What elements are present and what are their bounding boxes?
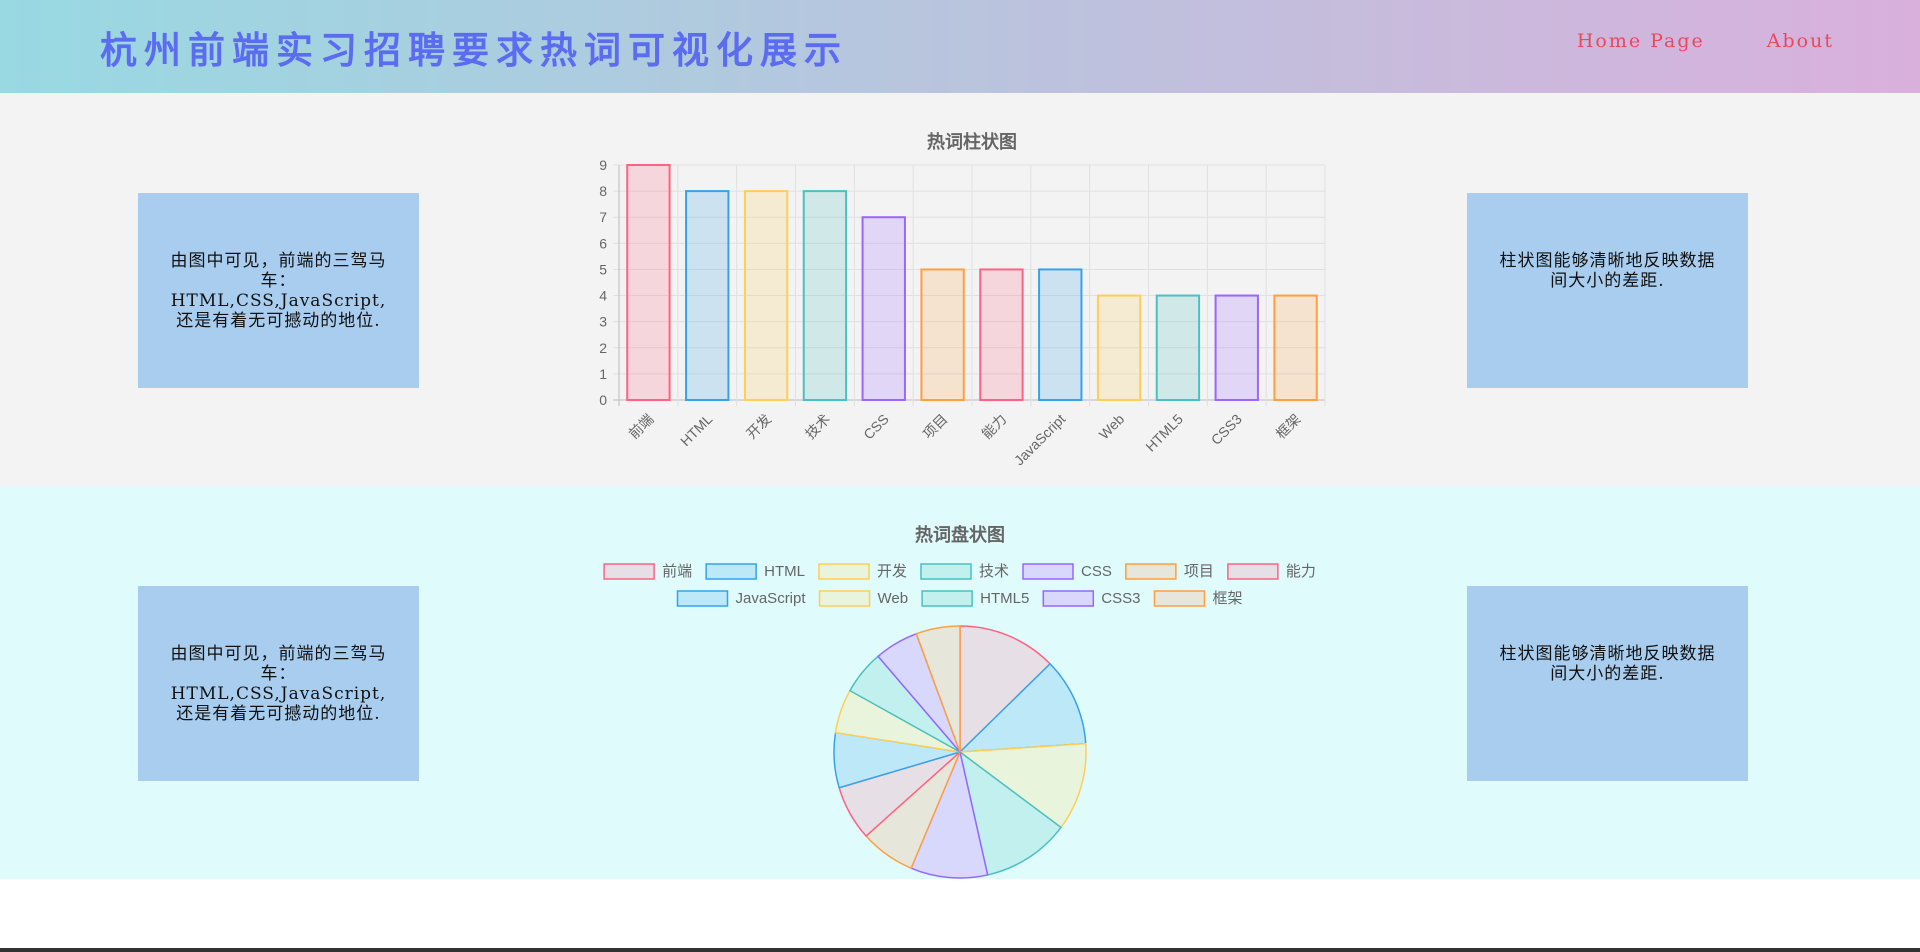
bar-y-tick-label: 7 (599, 209, 607, 225)
pie-left-note: 由图中可见，前端的三驾马车：HTML,CSS,JavaScript,还是有着无可… (138, 586, 419, 781)
bar (920, 268, 965, 401)
pie-legend-label: 前端 (662, 563, 692, 580)
pie-legend-swatch (676, 590, 729, 607)
bar (743, 190, 789, 401)
bar-chart-title: 热词柱状图 (927, 131, 1017, 152)
pie-legend-label: HTML5 (980, 590, 1029, 607)
pie-slice (959, 625, 1052, 754)
bar-x-tick-label: 框架 (1273, 411, 1304, 442)
pie-chart-section: 由图中可见，前端的三驾马车：HTML,CSS,JavaScript,还是有着无可… (0, 486, 1920, 879)
bar (861, 216, 906, 401)
pie-slice (957, 742, 1087, 829)
bar-x-tick-label: 开发 (743, 411, 774, 442)
bar-chart-section: 由图中可见，前端的三驾马车：HTML,CSS,JavaScript,还是有着无可… (0, 93, 1920, 486)
bar-x-tick-label: 技术 (802, 411, 833, 442)
bar (802, 190, 848, 401)
pie-legend-label: JavaScript (736, 590, 807, 607)
bar-y-tick-label: 1 (599, 366, 607, 382)
pie-right-note: 柱状图能够清晰地反映数据间大小的差距. (1467, 586, 1748, 781)
bar-x-tick-label: 能力 (978, 411, 1009, 442)
bar (626, 164, 671, 401)
pie-legend-swatch (1125, 563, 1177, 580)
bar-x-tick-label: CSS3 (1208, 411, 1245, 448)
nav-home-link[interactable]: Home Page (1576, 30, 1705, 52)
bar (979, 268, 1024, 401)
bar-y-tick-label: 3 (599, 314, 607, 330)
pie-legend-label: CSS (1081, 563, 1112, 580)
pie-legend-swatch (603, 563, 655, 580)
bar-y-tick-label: 2 (599, 340, 607, 356)
bar (1214, 294, 1259, 401)
pie-legend-swatch (705, 563, 757, 580)
bottom-divider (0, 948, 1920, 952)
bar (685, 190, 730, 401)
bar-x-tick-label: HTML5 (1142, 411, 1186, 455)
bar (1155, 294, 1201, 401)
pie-legend-swatch (818, 563, 870, 580)
pie-legend-swatch (1022, 563, 1074, 580)
pie-legend-swatch (818, 590, 871, 607)
bar-y-tick-label: 4 (599, 288, 607, 304)
pie-legend-swatch (921, 590, 973, 607)
pie-slice (915, 625, 961, 753)
site-title: 杭州前端实习招聘要求热词可视化展示 (100, 28, 848, 72)
pie-legend-label: 框架 (1212, 590, 1242, 607)
pie-legend-swatch (1042, 590, 1095, 607)
bar-x-tick-label: HTML (677, 411, 715, 449)
bar-y-tick-label: 8 (599, 183, 607, 199)
pie-legend-swatch (920, 563, 972, 580)
bar (1038, 268, 1083, 401)
pie-legend-label: CSS3 (1101, 590, 1140, 607)
pie-slice (958, 750, 1062, 876)
pie-legend-label: 项目 (1184, 563, 1214, 580)
pie-chart-title: 热词盘状图 (915, 524, 1005, 545)
bar (1273, 294, 1318, 401)
bar-x-tick-label: 项目 (920, 411, 951, 442)
page-header: 杭州前端实习招聘要求热词可视化展示 Home Page About (0, 0, 1920, 93)
top-nav: Home Page About (1577, 30, 1834, 52)
pie-legend-label: Web (878, 590, 909, 607)
bar (1096, 294, 1142, 401)
bar-y-tick-label: 6 (599, 235, 607, 251)
pie-legend-swatch (1153, 590, 1206, 607)
pie-slice (958, 662, 1087, 753)
pie-legend-swatch (1227, 563, 1279, 580)
bar-x-tick-label: JavaScript (1011, 411, 1069, 469)
bar-right-note: 柱状图能够清晰地反映数据间大小的差距. (1467, 193, 1748, 388)
pie-legend-label: HTML (764, 563, 805, 580)
bar-y-tick-label: 0 (599, 392, 607, 408)
bar-x-tick-label: CSS (860, 411, 892, 443)
bar-left-note: 由图中可见，前端的三驾马车：HTML,CSS,JavaScript,还是有着无可… (138, 193, 419, 388)
pie-slice (910, 749, 989, 879)
bar-y-tick-label: 5 (599, 261, 607, 277)
bar-x-tick-label: Web (1096, 411, 1128, 443)
pie-legend-label: 能力 (1286, 563, 1316, 580)
bar-y-tick-label: 9 (599, 157, 607, 173)
nav-about-link[interactable]: About (1766, 30, 1834, 52)
bar-chart: 热词柱状图 0 1 2 3 4 5 6 7 8 9 前端 HTML 开发 技术 CSS 项目 能力 JavaScri… (599, 131, 1326, 469)
pie-legend-label: 技术 (979, 563, 1009, 580)
bar-x-tick-label: 前端 (625, 411, 656, 442)
pie-legend-label: 开发 (877, 563, 907, 580)
